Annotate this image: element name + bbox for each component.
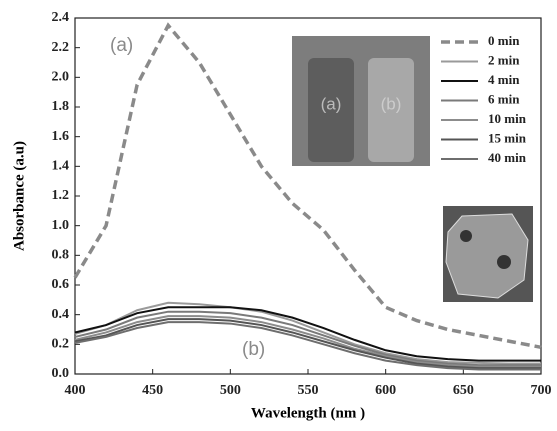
x-tick-label: 550 — [298, 383, 319, 398]
x-tick-label: 700 — [531, 383, 552, 398]
annotation: (a) — [110, 35, 133, 56]
y-tick-label: 1.4 — [52, 159, 70, 174]
legend-label: 40 min — [488, 150, 527, 165]
y-tick-label: 1.0 — [52, 218, 70, 233]
y-tick-label: 1.6 — [52, 129, 70, 144]
sem-particle — [446, 214, 528, 298]
legend-label: 15 min — [488, 130, 527, 145]
y-tick-label: 2.2 — [52, 40, 70, 55]
chart: (a) (b) Absorbance (a.u) Wavelength (nm … — [0, 0, 557, 431]
x-tick-label: 600 — [375, 383, 396, 398]
x-axis-label: Wavelength (nm ) — [251, 405, 365, 421]
annotation: (b) — [242, 339, 265, 360]
sem-hole — [460, 230, 472, 242]
y-tick-label: 1.2 — [52, 188, 70, 203]
y-tick-label: 0.0 — [52, 366, 70, 381]
x-tick-label: 400 — [65, 383, 86, 398]
legend-label: 6 min — [488, 91, 520, 106]
y-tick-label: 2.4 — [52, 10, 70, 25]
x-tick-label: 650 — [453, 383, 474, 398]
x-tick-label: 500 — [220, 383, 241, 398]
inset-label: (a) — [321, 94, 342, 113]
legend-label: 0 min — [488, 33, 520, 48]
y-tick-label: 0.8 — [52, 248, 70, 263]
legend-label: 4 min — [488, 72, 520, 87]
sem-hole — [497, 255, 511, 269]
y-tick-label: 0.2 — [52, 337, 70, 352]
y-axis-label: Absorbance (a.u) — [11, 141, 27, 251]
inset-label: (b) — [381, 94, 402, 113]
y-tick-label: 0.6 — [52, 277, 70, 292]
legend-label: 2 min — [488, 52, 520, 67]
y-tick-label: 1.8 — [52, 99, 70, 114]
y-tick-label: 2.0 — [52, 70, 70, 85]
legend-label: 10 min — [488, 111, 527, 126]
y-tick-label: 0.4 — [52, 307, 70, 322]
x-tick-label: 450 — [142, 383, 163, 398]
